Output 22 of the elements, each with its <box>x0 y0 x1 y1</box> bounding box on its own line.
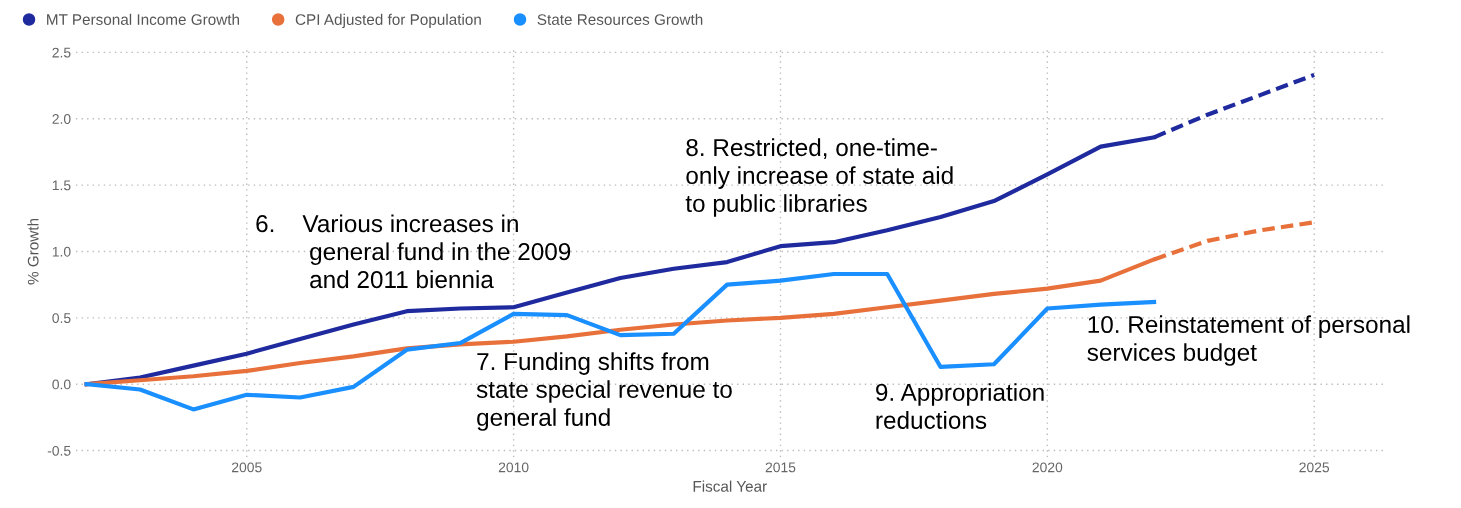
legend-label: MT Personal Income Growth <box>47 13 240 25</box>
y-tick-label: 2.5 <box>52 47 71 58</box>
y-tick-label: 0.5 <box>52 313 71 323</box>
annotation: 6. Various increases in general fund in the 2009 and 2011 biennia <box>256 214 571 289</box>
x-tick-label: 2010 <box>498 462 529 473</box>
x-tick-label: 2020 <box>1032 462 1063 473</box>
y-tick-label: 0.0 <box>52 379 71 390</box>
x-tick-label: 2025 <box>1299 462 1330 473</box>
y-axis-title: % Growth <box>27 218 39 285</box>
annotation: 10. Reinstatement of personal services budget <box>1087 315 1410 366</box>
annotation: 8. Restricted, one-time- only increase of state aid to public libraries <box>685 138 953 217</box>
x-axis-title: Fiscal Year <box>693 480 767 492</box>
x-tick-label: 2015 <box>765 462 796 473</box>
legend-label: State Resources Growth <box>537 13 703 25</box>
y-tick-label: 1.0 <box>52 246 71 257</box>
y-tick-label: 2.0 <box>52 114 71 124</box>
y-tick-label: 1.5 <box>52 180 71 191</box>
annotation: 7. Funding shifts from state special revenue to general fund <box>476 352 732 431</box>
annotation: 9. Appropriation reductions <box>876 383 1044 429</box>
x-tick-label: 2005 <box>232 462 262 473</box>
y-tick-label: -0.5 <box>47 445 71 456</box>
legend-label: CPI Adjusted for Population <box>295 13 481 28</box>
